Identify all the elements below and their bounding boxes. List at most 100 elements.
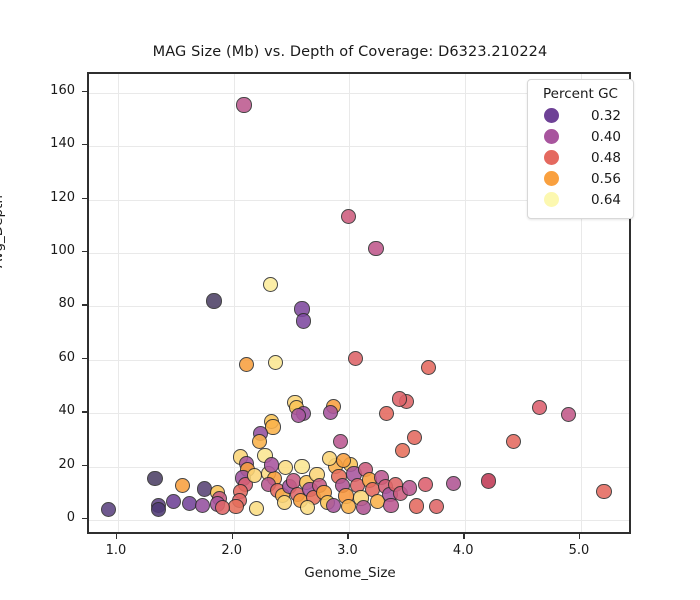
gridline-vertical <box>117 74 119 532</box>
legend-item-label: 0.56 <box>590 170 621 187</box>
legend-title: Percent GC <box>543 86 618 102</box>
gridline-vertical <box>465 74 467 532</box>
x-tick-label: 4.0 <box>452 543 474 558</box>
scatter-point <box>263 276 279 292</box>
y-tick-label: 20 <box>58 456 75 472</box>
gridline-horizontal <box>89 519 629 521</box>
gridline-vertical <box>233 74 235 532</box>
legend-swatch-circle-icon <box>544 192 559 207</box>
y-tick-mark <box>82 517 87 520</box>
gridline-horizontal <box>89 199 629 201</box>
legend-item[interactable]: 0.64 <box>536 189 625 210</box>
x-tick-mark <box>578 534 581 539</box>
legend-entries: 0.32 0.40 0.48 0.56 0.64 <box>536 105 625 210</box>
scatter-point <box>238 356 254 373</box>
y-tick-label: 120 <box>50 189 75 205</box>
legend-item[interactable]: 0.56 <box>536 168 625 189</box>
scatter-point <box>506 433 522 449</box>
x-tick-label: 2.0 <box>221 543 243 558</box>
legend-swatch-circle-icon <box>544 171 559 186</box>
legend-item-label: 0.64 <box>590 191 621 208</box>
y-tick-mark <box>82 90 87 93</box>
scatter-point <box>323 404 339 420</box>
legend-swatch-circle-icon <box>544 108 559 123</box>
scatter-point <box>340 499 356 515</box>
gridline-vertical <box>580 74 582 532</box>
y-axis-label: Avg_Depth <box>0 195 6 268</box>
scatter-point <box>395 442 411 459</box>
scatter-point <box>236 97 252 113</box>
scatter-point <box>336 452 352 468</box>
y-tick-mark <box>82 144 87 146</box>
legend: Percent GC 0.32 0.40 0.48 0.56 0.64 <box>527 79 634 219</box>
scatter-point <box>265 419 281 435</box>
scatter-point <box>294 458 310 475</box>
x-tick-label: 3.0 <box>337 543 358 558</box>
y-tick-label: 60 <box>58 349 75 365</box>
legend-item-label: 0.48 <box>590 149 621 166</box>
legend-item[interactable]: 0.32 <box>536 105 625 126</box>
x-tick-mark <box>347 534 349 539</box>
y-tick-mark <box>82 304 87 306</box>
legend-item[interactable]: 0.48 <box>536 147 625 168</box>
scatter-point <box>480 473 496 489</box>
scatter-point <box>264 457 280 473</box>
scatter-point <box>383 497 399 513</box>
y-tick-label: 80 <box>58 296 75 312</box>
scatter-point <box>277 495 293 511</box>
scatter-point <box>355 499 371 515</box>
y-tick-label: 140 <box>50 136 75 152</box>
gridline-horizontal <box>89 92 629 94</box>
legend-item-label: 0.32 <box>590 107 621 124</box>
scatter-point <box>408 498 425 514</box>
y-tick-mark <box>82 250 87 253</box>
gridline-vertical <box>349 74 351 532</box>
x-tick-mark <box>115 534 118 539</box>
y-tick-label: 100 <box>50 242 75 258</box>
y-tick-label: 40 <box>58 403 75 419</box>
scatter-point <box>101 501 117 517</box>
x-tick-mark <box>463 534 465 539</box>
scatter-point <box>278 460 294 476</box>
scatter-point <box>445 475 462 491</box>
scatter-point <box>322 450 338 467</box>
chart-title: MAG Size (Mb) vs. Depth of Coverage: D63… <box>152 44 548 60</box>
scatter-point <box>378 405 395 421</box>
scatter-point <box>165 494 182 510</box>
legend-swatch-circle-icon <box>544 150 559 165</box>
legend-swatch-circle-icon <box>544 129 559 144</box>
scatter-point <box>267 355 283 371</box>
scatter-point <box>246 468 263 484</box>
scatter-point <box>406 429 422 445</box>
y-tick-mark <box>82 197 87 199</box>
scatter-point <box>249 500 265 517</box>
scatter-point <box>596 483 612 499</box>
x-tick-mark <box>231 534 234 539</box>
y-tick-mark <box>82 464 87 466</box>
scatter-point <box>150 502 167 518</box>
scatter-point <box>560 406 576 423</box>
legend-item-label: 0.40 <box>590 128 621 145</box>
x-axis-label: Genome_Size <box>304 565 396 581</box>
scatter-point <box>214 500 230 516</box>
y-tick-mark <box>82 357 87 360</box>
scatter-point <box>290 407 307 423</box>
scatter-point <box>194 497 211 514</box>
scatter-point <box>325 498 341 514</box>
scatter-point <box>175 477 191 493</box>
scatter-point <box>368 241 384 257</box>
scatter-point <box>228 499 244 515</box>
x-tick-label: 1.0 <box>105 543 127 558</box>
scatter-point <box>347 350 363 366</box>
scatter-point <box>332 433 348 449</box>
gridline-horizontal <box>89 306 629 308</box>
scatter-point <box>420 359 436 375</box>
scatter-point <box>428 499 444 515</box>
scatter-point <box>295 313 311 329</box>
y-tick-mark <box>82 411 87 413</box>
scatter-point <box>147 470 163 486</box>
gridline-horizontal <box>89 252 629 254</box>
legend-item[interactable]: 0.40 <box>536 126 625 147</box>
x-tick-label: 5.0 <box>568 543 590 558</box>
